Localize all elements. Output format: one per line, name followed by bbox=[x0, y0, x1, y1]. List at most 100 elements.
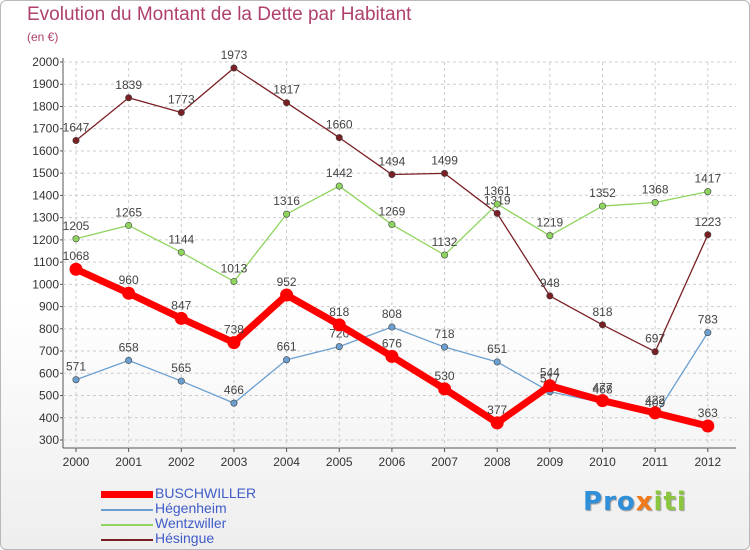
data-point bbox=[596, 394, 609, 408]
x-tick-label: 2001 bbox=[115, 455, 142, 469]
data-point bbox=[651, 199, 659, 207]
data-point bbox=[335, 182, 343, 190]
data-label: 818 bbox=[329, 305, 349, 319]
y-tick-label: 900 bbox=[39, 300, 59, 314]
data-point bbox=[177, 108, 185, 116]
chart-title: Evolution du Montant de la Dette par Hab… bbox=[27, 4, 412, 25]
data-label: 1352 bbox=[589, 186, 616, 200]
y-tick-label: 1200 bbox=[32, 233, 59, 247]
data-label: 818 bbox=[592, 305, 612, 319]
data-point bbox=[72, 376, 80, 384]
data-point bbox=[546, 292, 554, 300]
legend-label: Hésingue bbox=[155, 530, 215, 546]
logo-letter: i bbox=[653, 487, 664, 517]
data-point bbox=[125, 94, 133, 102]
data-label: 661 bbox=[277, 340, 297, 354]
data-point bbox=[438, 382, 452, 396]
data-point bbox=[493, 358, 501, 366]
legend-swatch bbox=[101, 509, 153, 511]
logo-letter: x bbox=[635, 487, 654, 517]
data-point bbox=[388, 221, 396, 229]
data-label: 1219 bbox=[536, 216, 563, 230]
y-tick-label: 1600 bbox=[32, 144, 59, 158]
data-label: 1316 bbox=[273, 194, 300, 208]
data-point bbox=[230, 277, 238, 285]
data-label: 477 bbox=[592, 381, 612, 395]
y-tick-label: 800 bbox=[39, 322, 59, 336]
data-label: 1368 bbox=[642, 183, 669, 197]
x-tick-label: 2000 bbox=[63, 455, 90, 469]
data-label: 960 bbox=[119, 273, 139, 287]
data-label: 544 bbox=[540, 366, 560, 380]
data-label: 377 bbox=[487, 403, 507, 417]
data-point bbox=[174, 311, 188, 325]
data-point bbox=[122, 286, 136, 300]
data-label: 409 bbox=[645, 396, 665, 410]
y-tick-label: 600 bbox=[39, 366, 59, 380]
y-tick-label: 300 bbox=[39, 433, 59, 447]
data-label: 1773 bbox=[168, 92, 195, 106]
data-point bbox=[493, 200, 501, 208]
data-point bbox=[227, 336, 241, 350]
data-point bbox=[546, 232, 554, 240]
data-label: 1494 bbox=[379, 155, 406, 169]
x-tick-label: 2011 bbox=[642, 455, 668, 469]
data-label: 1132 bbox=[432, 235, 458, 249]
data-label: 422 bbox=[645, 393, 665, 407]
y-tick-label: 1300 bbox=[32, 211, 59, 225]
y-tick-label: 500 bbox=[39, 389, 59, 403]
x-tick-label: 2004 bbox=[273, 455, 300, 469]
logo-letter: r bbox=[603, 487, 617, 517]
x-tick-label: 2002 bbox=[168, 455, 195, 469]
data-point bbox=[335, 343, 343, 351]
data-label: 1817 bbox=[273, 83, 300, 97]
data-label: 363 bbox=[698, 406, 718, 420]
data-point bbox=[490, 416, 504, 430]
x-tick-label: 2005 bbox=[326, 455, 353, 469]
data-label: 468 bbox=[592, 383, 612, 397]
data-label: 1647 bbox=[63, 120, 90, 134]
data-label: 676 bbox=[382, 336, 402, 350]
data-point bbox=[335, 134, 343, 142]
data-label: 571 bbox=[66, 360, 86, 374]
logo-letter: t bbox=[663, 487, 677, 517]
legend-label: Wentzwiller bbox=[155, 515, 227, 531]
data-point bbox=[125, 221, 133, 229]
legend-label: BUSCHWILLER bbox=[155, 485, 257, 501]
data-point bbox=[598, 202, 606, 210]
data-point bbox=[332, 318, 346, 332]
y-tick-label: 1900 bbox=[32, 77, 59, 91]
x-tick-label: 2003 bbox=[221, 455, 248, 469]
x-tick-label: 2009 bbox=[536, 455, 563, 469]
data-label: 1144 bbox=[168, 232, 194, 246]
y-tick-label: 1400 bbox=[32, 188, 59, 202]
x-tick-label: 2006 bbox=[379, 455, 406, 469]
data-point bbox=[280, 288, 294, 302]
data-point bbox=[493, 209, 501, 217]
data-label: 1973 bbox=[221, 48, 248, 62]
data-point bbox=[283, 356, 291, 364]
data-label: 1442 bbox=[326, 166, 353, 180]
data-label: 651 bbox=[487, 342, 507, 356]
data-point bbox=[598, 321, 606, 329]
data-point bbox=[648, 406, 662, 420]
data-point bbox=[230, 399, 238, 407]
data-label: 1660 bbox=[326, 118, 353, 132]
proxiti-logo: Proxiti bbox=[583, 487, 687, 517]
y-tick-label: 700 bbox=[39, 344, 59, 358]
y-tick-label: 1500 bbox=[32, 166, 59, 180]
data-label: 1013 bbox=[221, 261, 248, 275]
y-tick-label: 1000 bbox=[32, 277, 59, 291]
data-point bbox=[441, 251, 449, 259]
y-tick-label: 400 bbox=[39, 411, 59, 425]
data-point bbox=[704, 188, 712, 196]
data-label: 1319 bbox=[484, 193, 511, 207]
data-label: 783 bbox=[698, 313, 718, 327]
data-point bbox=[72, 136, 80, 144]
data-label: 718 bbox=[435, 327, 455, 341]
legend-swatch bbox=[101, 491, 153, 498]
data-point bbox=[388, 323, 396, 331]
x-tick-label: 2010 bbox=[589, 455, 616, 469]
logo-letter: i bbox=[676, 487, 687, 517]
